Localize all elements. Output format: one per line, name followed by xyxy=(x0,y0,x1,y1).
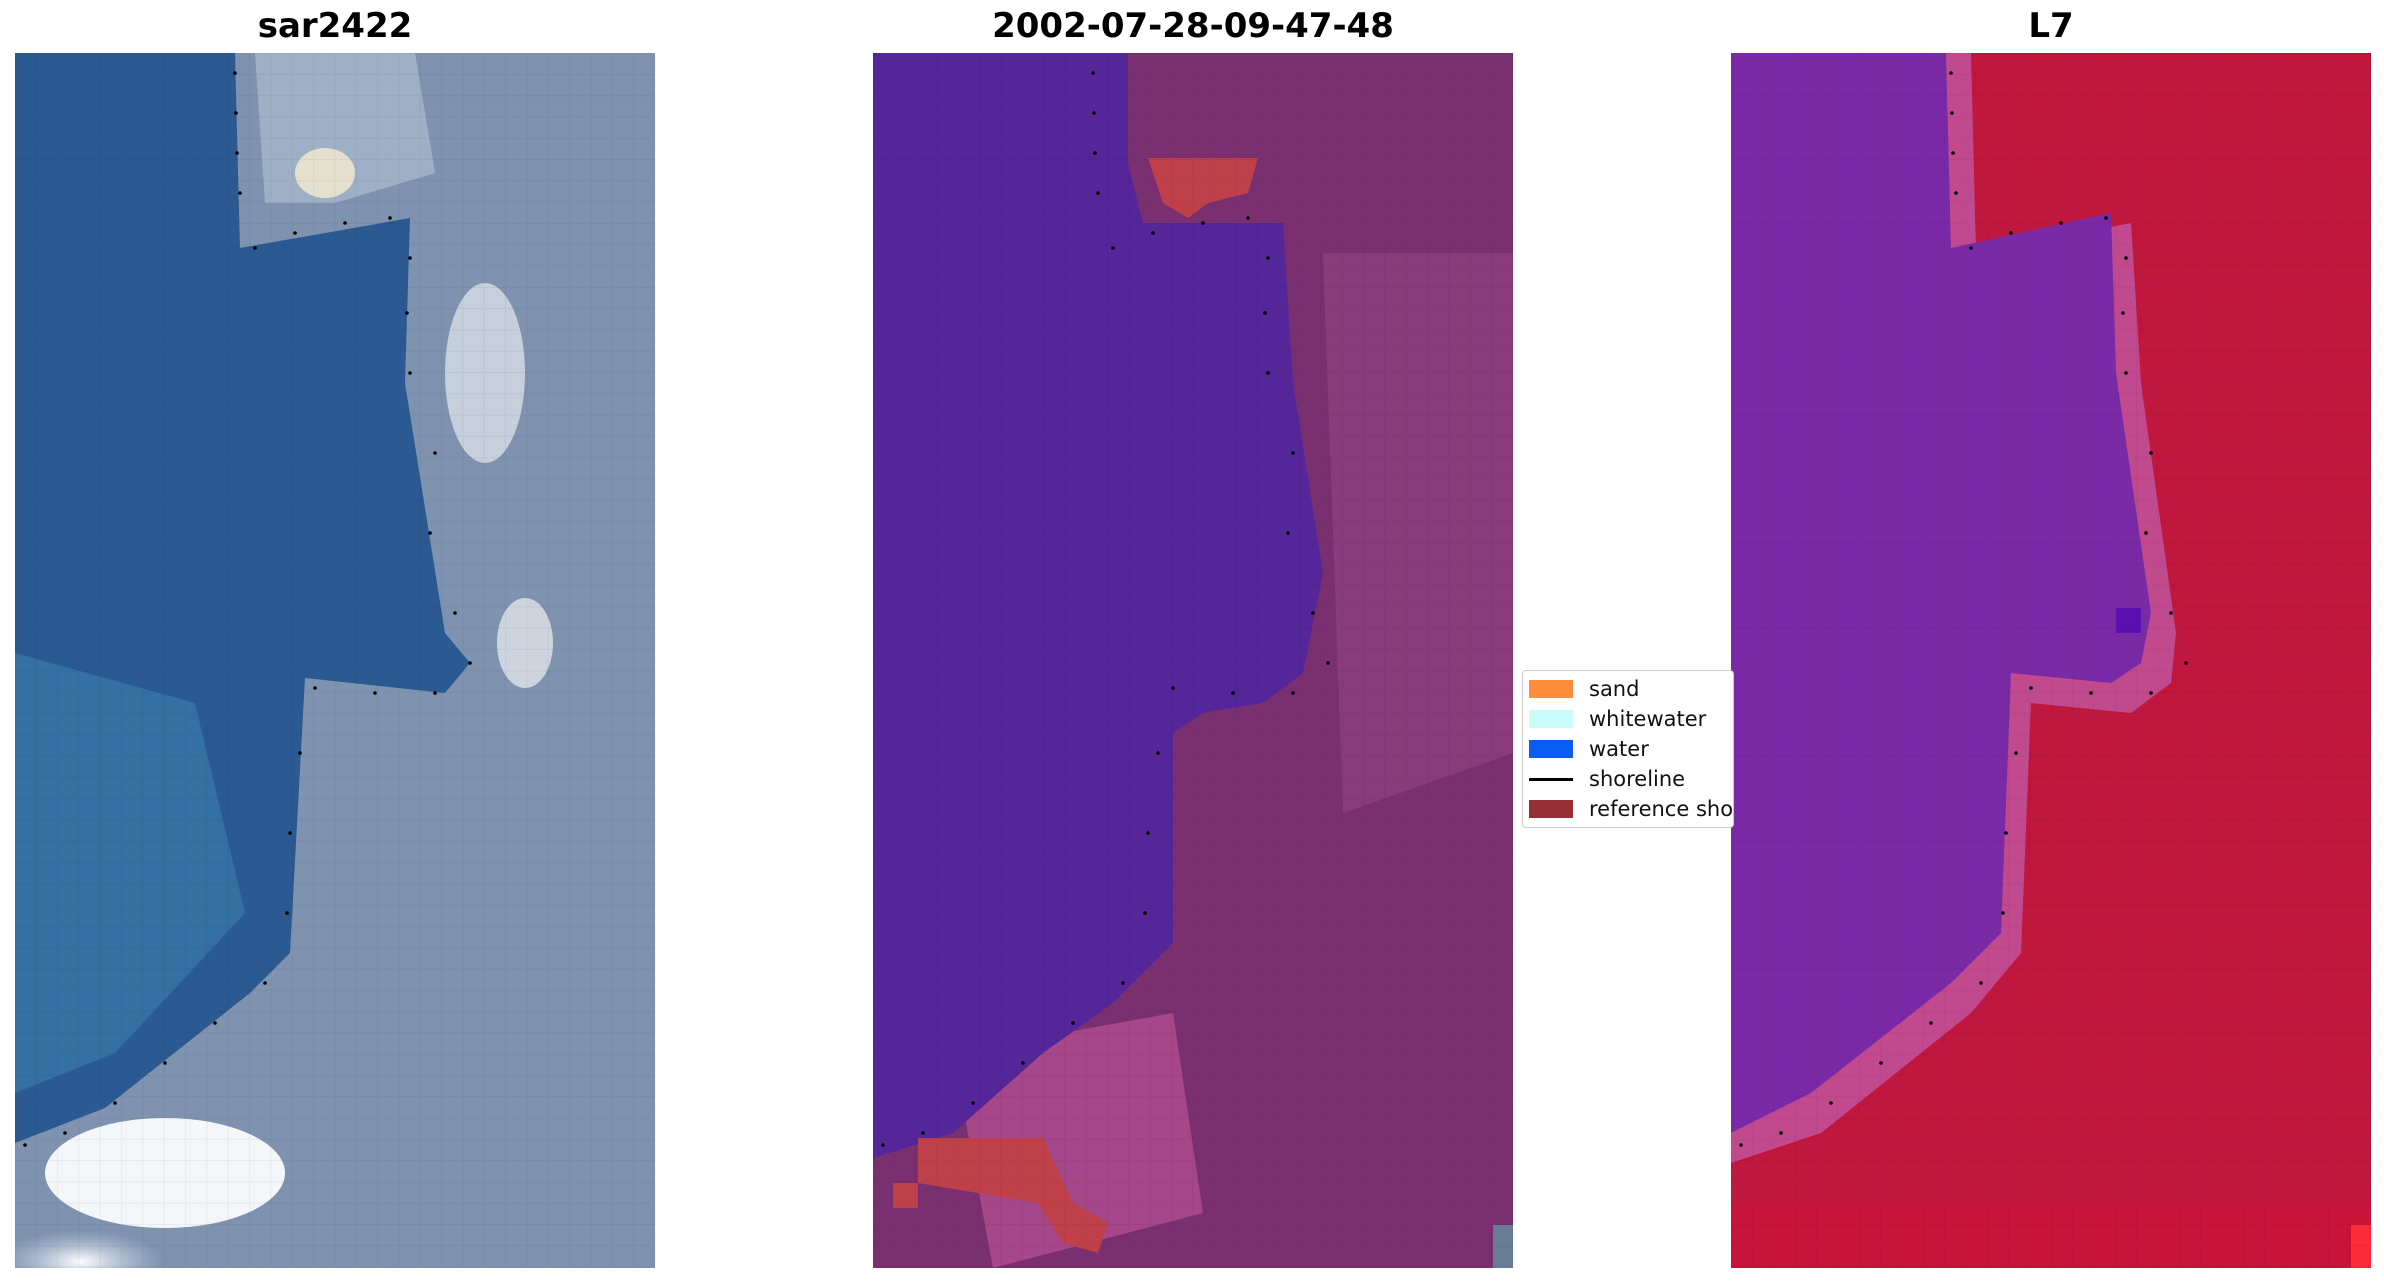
rgb-satellite-image xyxy=(15,53,655,1268)
index-image-panel xyxy=(1731,53,2371,1268)
legend-item-reference-shoreline: reference sho xyxy=(1529,795,1733,823)
panel-title-classified: 2002-07-28-09-47-48 xyxy=(992,6,1394,46)
legend: sand whitewater water shoreline referenc… xyxy=(1522,670,1734,828)
water-swatch xyxy=(1529,740,1573,758)
legend-label: water xyxy=(1589,737,1649,761)
legend-item-whitewater: whitewater xyxy=(1529,705,1706,733)
legend-item-water: water xyxy=(1529,735,1649,763)
legend-label: reference sho xyxy=(1589,797,1734,821)
whitewater-swatch xyxy=(1529,710,1573,728)
shoreline-dots xyxy=(23,71,472,1147)
classified-image-panel xyxy=(873,53,1513,1268)
legend-label: whitewater xyxy=(1589,707,1707,731)
sand-swatch xyxy=(1529,680,1573,698)
legend-label: shoreline xyxy=(1589,767,1686,791)
shoreline-dots xyxy=(1739,71,2188,1147)
legend-label: sand xyxy=(1589,677,1640,701)
shoreline-dots xyxy=(881,71,1330,1147)
panel-title-index: L7 xyxy=(2028,6,2074,46)
rgb-image-panel xyxy=(15,53,655,1268)
classified-image xyxy=(873,53,1513,1268)
panel-title-rgb: sar2422 xyxy=(257,6,413,46)
legend-item-shoreline: shoreline xyxy=(1529,765,1685,793)
water-index-image xyxy=(1731,53,2371,1268)
reference-shoreline-swatch xyxy=(1529,800,1573,818)
shoreline-line-swatch xyxy=(1529,777,1573,781)
legend-item-sand: sand xyxy=(1529,675,1639,703)
